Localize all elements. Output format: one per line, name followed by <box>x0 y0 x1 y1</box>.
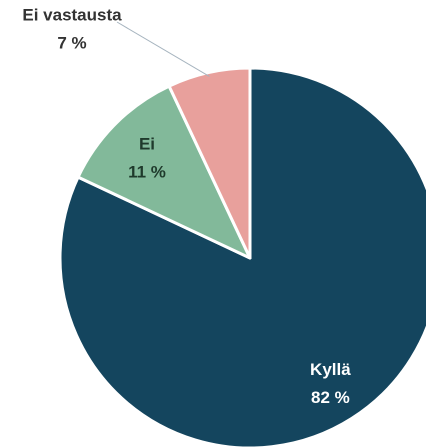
leader-line <box>116 21 210 77</box>
slice-value-label: 7 % <box>57 33 86 52</box>
slice-label: Ei <box>139 134 155 153</box>
pie-slice <box>76 84 252 260</box>
slice-value-label: 11 % <box>128 162 166 181</box>
pie-slice <box>58 66 426 448</box>
slice-label: Kyllä <box>310 360 351 379</box>
pie-slice <box>167 66 252 260</box>
slice-label: Ei vastausta <box>22 5 122 24</box>
slice-value-label: 82 % <box>311 388 350 407</box>
